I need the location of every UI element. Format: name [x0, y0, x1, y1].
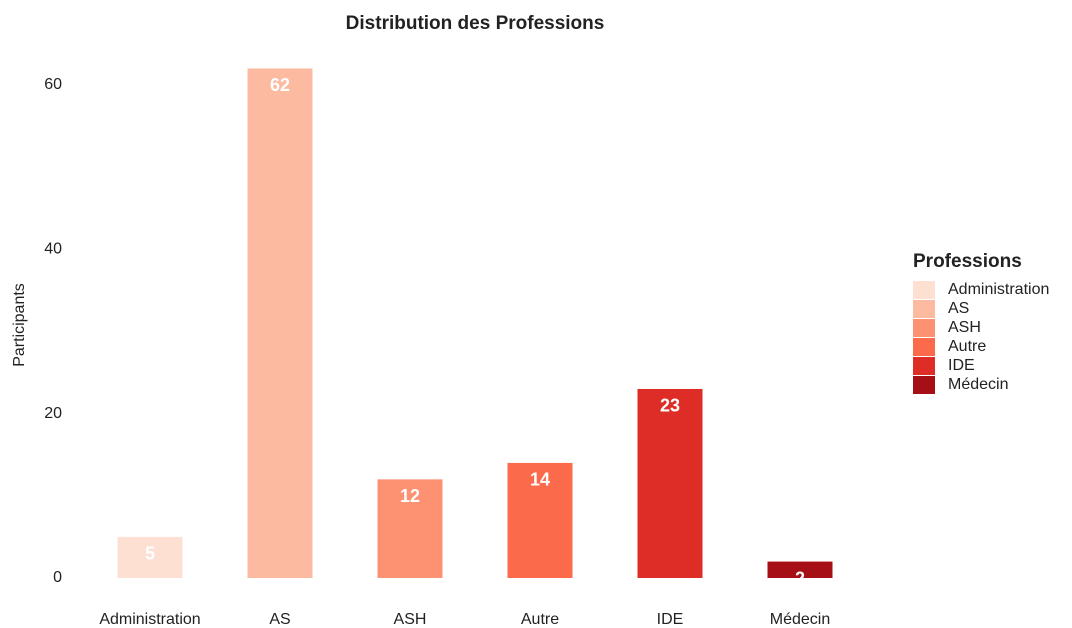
value-label: 62 — [270, 75, 290, 95]
legend-key — [913, 338, 935, 356]
x-tick-label: AS — [269, 611, 290, 628]
x-tick-label: Médecin — [770, 611, 830, 628]
bar — [247, 68, 313, 578]
y-axis-label: Participants — [11, 283, 28, 367]
y-tick-label: 60 — [44, 76, 62, 93]
value-label: 2 — [795, 568, 805, 588]
bar — [637, 388, 703, 578]
x-tick-label: Autre — [521, 611, 559, 628]
value-label: 23 — [660, 396, 680, 416]
bar — [377, 479, 443, 578]
value-label: 14 — [530, 470, 550, 490]
value-label: 12 — [400, 486, 420, 506]
legend-key — [913, 281, 935, 299]
bar — [117, 536, 183, 578]
legend-key — [913, 357, 935, 375]
legend-key — [913, 376, 935, 394]
chart-title: Distribution des Professions — [346, 13, 605, 34]
legend-label: ASH — [948, 319, 981, 336]
legend-label: IDE — [948, 357, 975, 374]
bar — [767, 561, 833, 578]
legend-title: Professions — [913, 251, 1022, 272]
legend-label: AS — [948, 300, 969, 317]
legend-label: Autre — [948, 338, 986, 355]
legend-key — [913, 319, 935, 337]
legend-label: Médecin — [948, 376, 1008, 393]
y-tick-label: 20 — [44, 405, 62, 422]
bar — [507, 462, 573, 578]
x-tick-label: ASH — [394, 611, 427, 628]
x-tick-label: Administration — [99, 611, 200, 628]
value-label: 5 — [145, 544, 155, 564]
x-tick-label: IDE — [657, 611, 684, 628]
y-tick-label: 40 — [44, 240, 62, 257]
legend-key — [913, 300, 935, 318]
legend-label: Administration — [948, 281, 1049, 298]
y-tick-label: 0 — [53, 569, 62, 586]
